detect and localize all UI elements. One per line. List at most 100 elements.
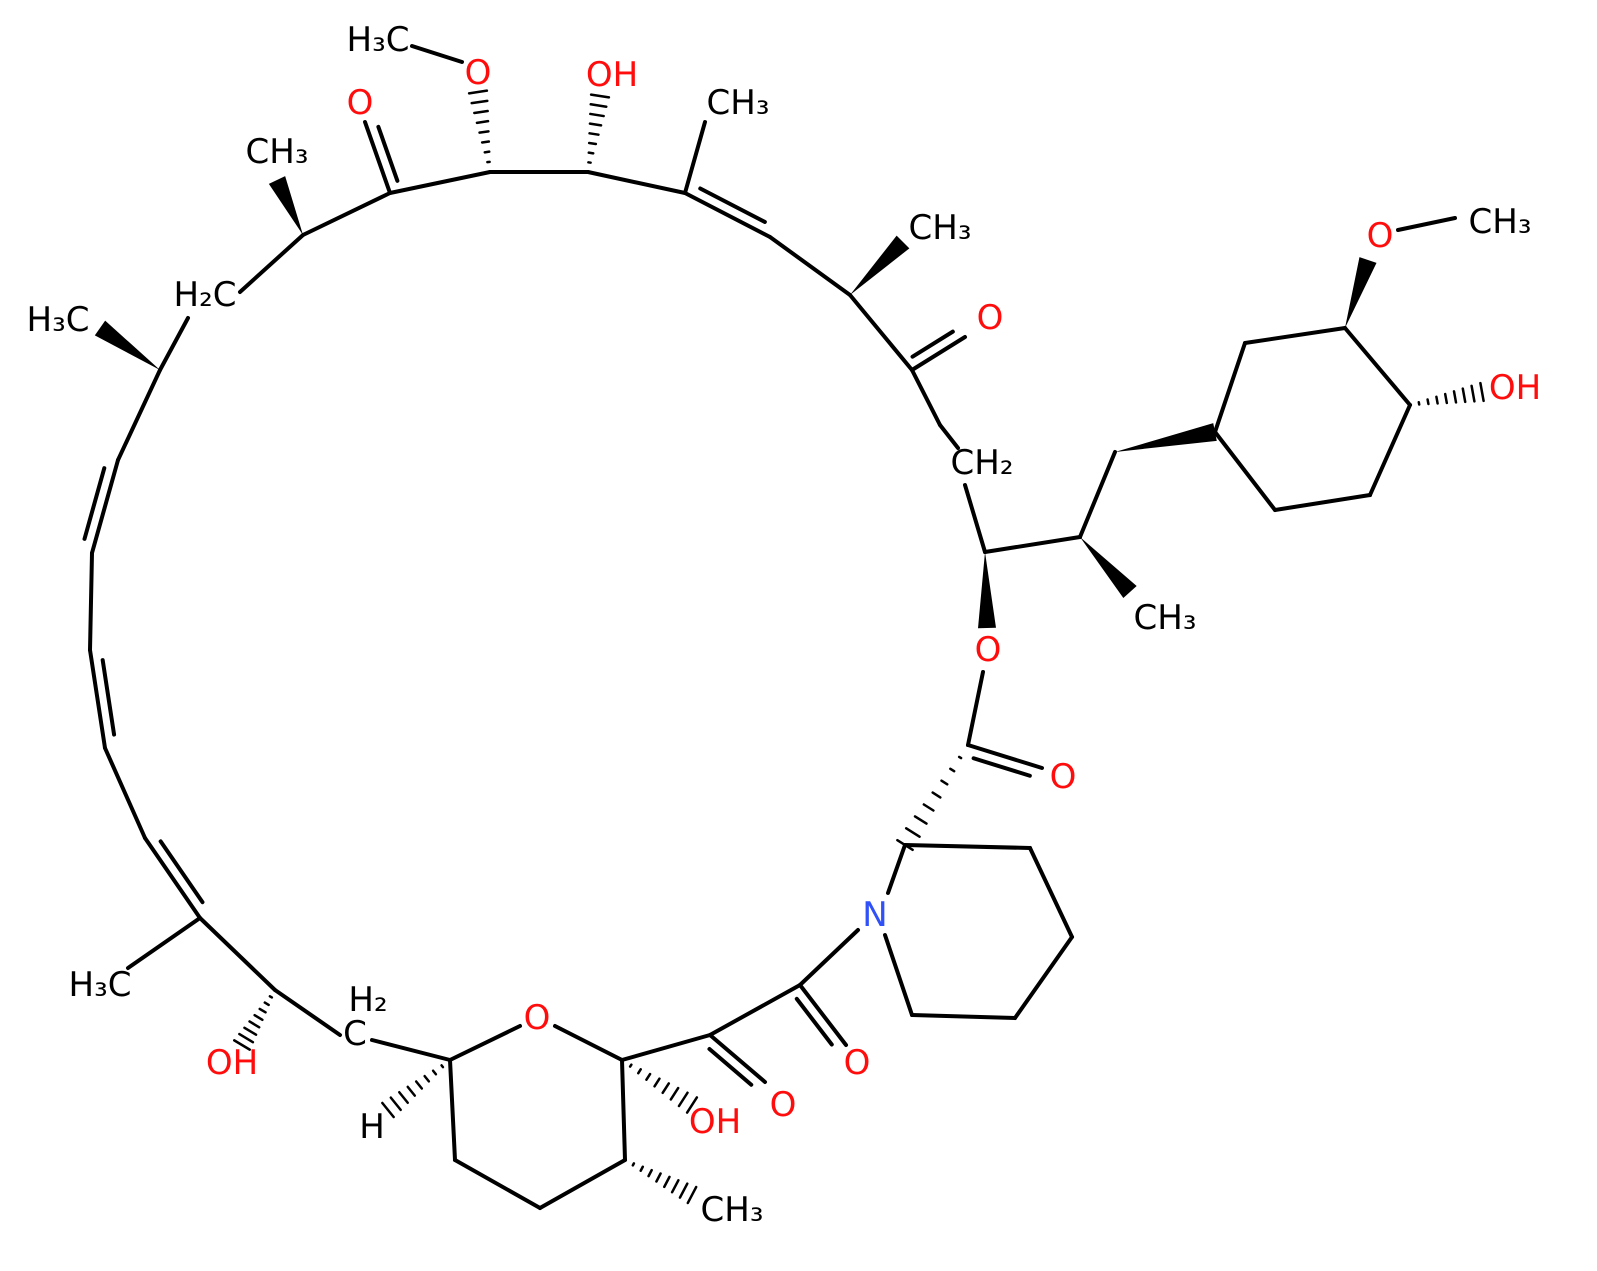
- bond: [126, 916, 202, 970]
- bond: [198, 916, 277, 992]
- bond: [1213, 430, 1277, 512]
- bond: [103, 746, 147, 840]
- bond: [82, 466, 107, 541]
- bond: [940, 779, 949, 786]
- bond: [931, 791, 942, 799]
- bond: [637, 1068, 642, 1075]
- bond: [588, 132, 600, 136]
- bond: [1443, 392, 1449, 405]
- bond: [587, 151, 595, 155]
- atom-label: H₂: [348, 980, 387, 1020]
- bond: [949, 767, 956, 773]
- bond: [470, 99, 489, 105]
- atom-label: O: [465, 53, 492, 93]
- bond: [88, 648, 107, 750]
- bond: [708, 983, 802, 1037]
- bond: [966, 670, 985, 747]
- atom-label: OH: [586, 55, 638, 95]
- atom-label: O: [975, 630, 1002, 670]
- atom-label: C: [343, 1014, 367, 1054]
- bond: [903, 843, 1032, 850]
- bond: [263, 1001, 270, 1007]
- bond: [1452, 390, 1458, 404]
- atom-label: CH₃: [1134, 598, 1197, 638]
- bond: [1435, 395, 1439, 405]
- bond: [707, 1047, 754, 1087]
- bond: [938, 423, 960, 450]
- bond: [268, 995, 274, 999]
- bond: [448, 1024, 522, 1062]
- bond: [243, 1026, 258, 1036]
- bond: [143, 836, 202, 920]
- bond: [978, 552, 996, 629]
- atom-label: O: [1050, 757, 1077, 797]
- atom-label: CH₂: [951, 443, 1014, 483]
- bond: [248, 1020, 261, 1029]
- bond: [1115, 423, 1217, 452]
- atom-label: CH₃: [246, 132, 309, 172]
- bond: [963, 483, 987, 554]
- bond: [698, 186, 767, 224]
- bond: [661, 1082, 671, 1095]
- bond: [957, 755, 963, 760]
- bond: [683, 191, 772, 239]
- bond: [238, 233, 305, 294]
- bond: [1396, 216, 1457, 232]
- atom-label: H: [359, 1107, 385, 1147]
- bond: [904, 827, 921, 838]
- bond: [1479, 381, 1485, 403]
- bond: [158, 316, 190, 372]
- atom-label: O: [977, 298, 1004, 338]
- bond: [620, 1058, 627, 1162]
- bond: [475, 119, 490, 125]
- bond: [414, 1080, 424, 1090]
- atom-label: N: [862, 895, 887, 935]
- atom-label: O: [1367, 216, 1394, 256]
- bond: [453, 1158, 542, 1210]
- bond: [1243, 326, 1347, 345]
- bond: [381, 1101, 395, 1119]
- bond: [589, 93, 611, 99]
- bond: [398, 1090, 409, 1105]
- bond: [1273, 493, 1372, 512]
- bond: [406, 1085, 417, 1097]
- bond: [910, 368, 942, 427]
- atom-label: CH₃: [1469, 202, 1532, 242]
- atom-label: H₃C: [27, 300, 90, 340]
- bond: [922, 803, 935, 812]
- atom-label: OH: [206, 1043, 258, 1083]
- bond: [620, 1033, 712, 1062]
- bond: [94, 320, 160, 370]
- bond: [798, 983, 848, 1047]
- bond: [631, 1162, 636, 1167]
- bond: [708, 1033, 767, 1084]
- bond: [588, 122, 603, 127]
- bond: [850, 235, 910, 295]
- atom-label: O: [524, 998, 551, 1038]
- bond: [388, 170, 492, 195]
- bond: [370, 1038, 452, 1062]
- bond: [589, 112, 605, 118]
- atom-label: H₃C: [347, 20, 410, 60]
- atom-label: H₃C: [69, 965, 132, 1005]
- atom-label: OH: [689, 1102, 741, 1142]
- bond: [1426, 398, 1430, 406]
- bond: [1461, 387, 1467, 404]
- bond: [669, 1086, 680, 1101]
- bond: [116, 368, 162, 462]
- bond: [628, 1063, 633, 1068]
- bond: [158, 839, 205, 905]
- bond: [376, 124, 400, 183]
- bond: [910, 335, 967, 372]
- bond: [431, 1069, 438, 1076]
- bond: [794, 996, 834, 1047]
- bond: [480, 140, 491, 144]
- atom-label: O: [770, 1085, 797, 1125]
- bond: [440, 1064, 445, 1069]
- atom-label: CH₃: [909, 208, 972, 248]
- bond: [966, 743, 1044, 770]
- bond: [910, 1013, 1017, 1020]
- bond: [639, 1165, 645, 1172]
- bond: [258, 1007, 267, 1014]
- bond: [655, 1172, 662, 1183]
